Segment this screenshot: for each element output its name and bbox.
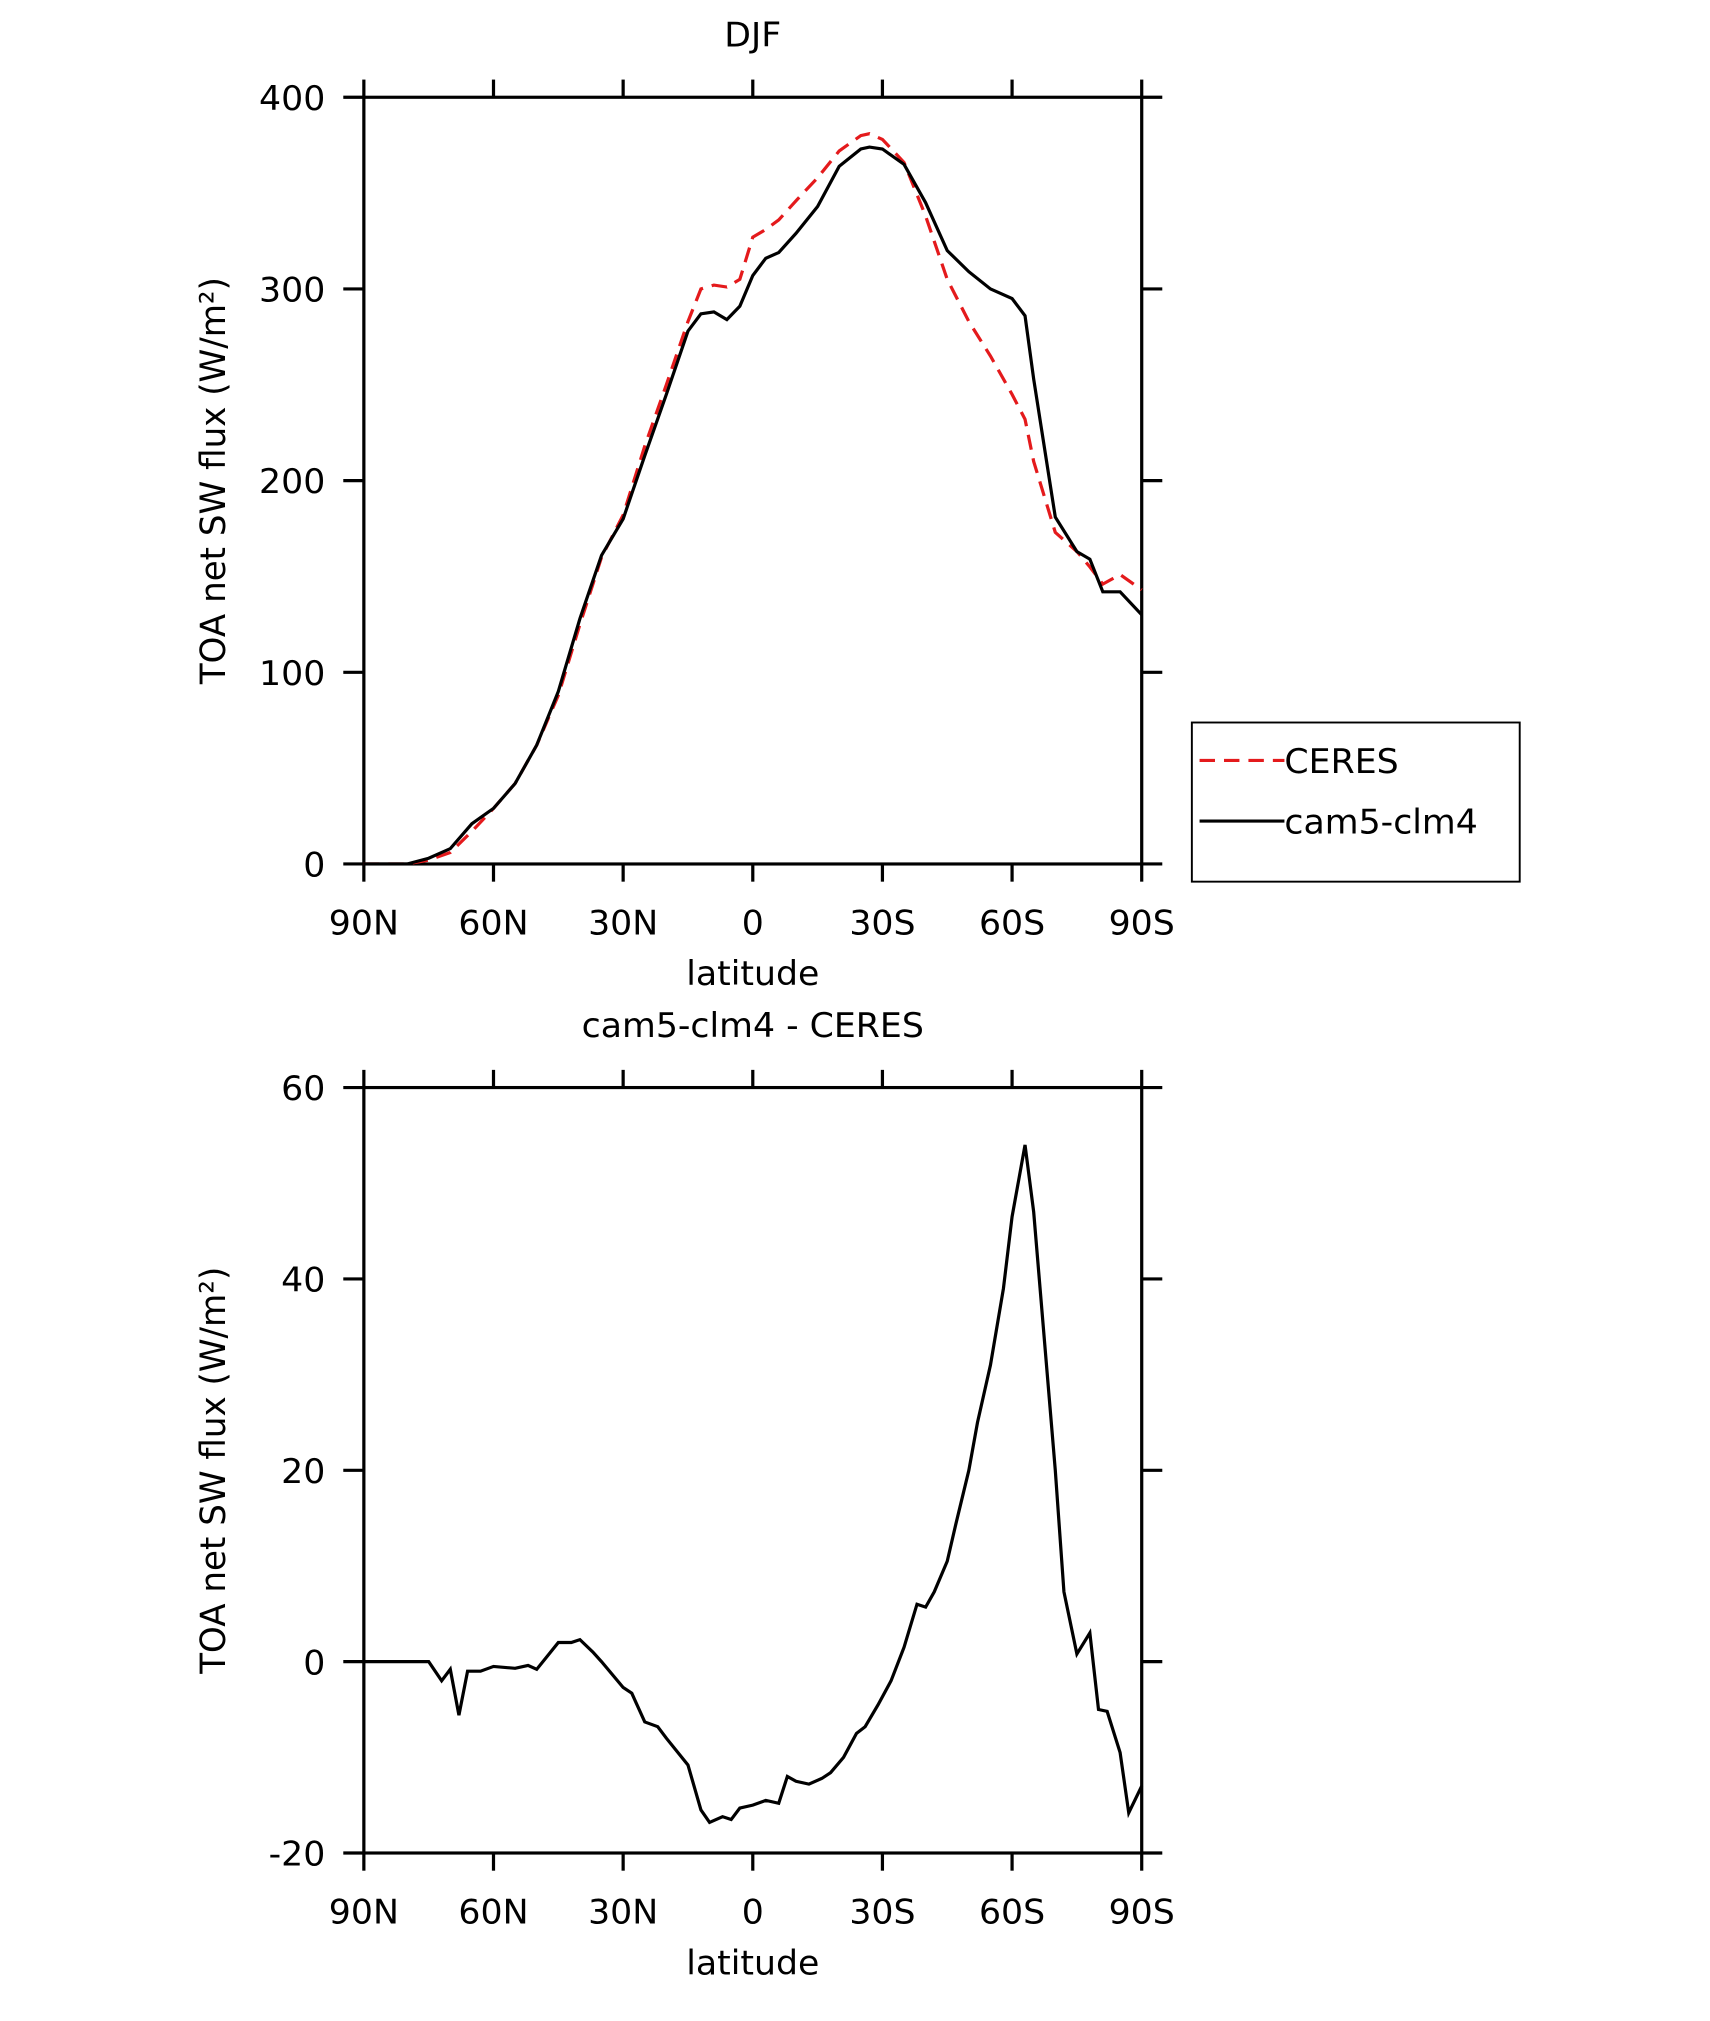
x-tick-label: 90S [1109,904,1175,944]
x-axis-label: latitude [686,955,819,995]
x-tick-label: 30N [588,904,658,944]
x-tick-label: 60N [458,1893,528,1933]
x-tick-label: 90N [329,904,399,944]
y-axis-label: TOA net SW flux (W/m²) [194,1267,234,1675]
chart-title: cam5-clm4 - CERES [582,1006,924,1046]
y-tick-label: 60 [281,1069,325,1109]
line [363,132,1143,866]
x-tick-label: 30N [588,1893,658,1933]
plot-frame [362,95,1144,866]
line [363,1144,1144,1825]
x-tick-label: 60S [979,904,1045,944]
legend-label: cam5-clm4 [1284,803,1477,843]
y-tick-label: 40 [281,1261,325,1301]
line [363,145,1143,866]
x-tick-label: 90S [1109,1893,1175,1933]
x-tick-label: 0 [742,1893,764,1933]
chart-title: DJF [724,16,781,56]
legend-label: CERES [1284,742,1398,782]
y-tick-label: 0 [303,1644,325,1684]
legend-box [1190,721,1521,883]
x-axis-label: latitude [686,1944,819,1984]
x-tick-label: 90N [329,1893,399,1933]
x-tick-label: 30S [849,904,915,944]
y-tick-label: 20 [281,1452,325,1492]
x-tick-label: 60S [979,1893,1045,1933]
y-tick-label: 400 [259,79,325,119]
y-tick-label: 200 [259,463,325,503]
x-tick-label: 30S [849,1893,915,1933]
y-axis-label: TOA net SW flux (W/m²) [194,277,234,685]
x-tick-label: 0 [742,904,764,944]
x-tick-label: 60N [458,904,528,944]
plot-frame [362,1085,1144,1855]
y-tick-label: -20 [269,1835,326,1875]
y-tick-label: 0 [303,846,325,886]
y-tick-label: 100 [259,654,325,694]
y-tick-label: 300 [259,271,325,311]
